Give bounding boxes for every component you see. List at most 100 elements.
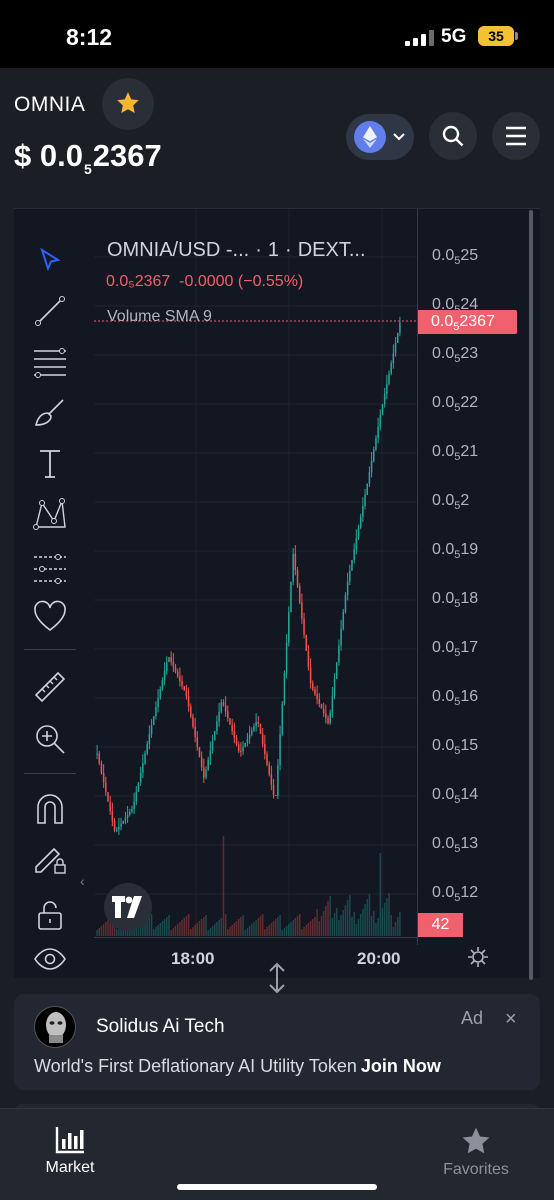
price-tick-label: 0.0517 — [432, 639, 479, 660]
volume-bar — [242, 915, 244, 936]
volume-bar — [213, 924, 216, 936]
robot-face-icon — [46, 1012, 66, 1043]
candle-body — [364, 494, 366, 506]
zoom-in-icon[interactable] — [32, 721, 68, 757]
volume-bar — [327, 901, 329, 936]
volume-bar — [303, 927, 305, 936]
search-button[interactable] — [429, 112, 477, 160]
volume-bar — [335, 908, 338, 936]
volume-bar — [196, 923, 199, 936]
price-tick-label: 0.0515 — [432, 737, 479, 758]
volume-bar — [146, 918, 148, 936]
volume-bar — [359, 914, 362, 936]
volume-bar — [207, 930, 209, 936]
volume-bar — [227, 929, 229, 936]
candle-body — [331, 695, 334, 713]
volume-bar — [320, 916, 323, 936]
candle-body — [368, 472, 371, 484]
candle-body — [396, 332, 399, 343]
prediction-icon[interactable] — [32, 549, 68, 585]
favorite-button[interactable] — [102, 78, 154, 130]
volume-bar — [357, 919, 360, 936]
volume-indicator-label[interactable]: Volume SMA 9 — [107, 308, 212, 325]
volume-bar — [102, 924, 105, 936]
pattern-icon[interactable] — [32, 497, 68, 533]
token-name: OMNIA — [14, 93, 86, 116]
candle-body — [292, 553, 294, 582]
volume-bar — [120, 925, 122, 936]
candle-body — [146, 743, 148, 754]
chain-selector[interactable] — [346, 114, 414, 160]
candle-body — [176, 671, 179, 677]
resize-handle-icon[interactable] — [264, 962, 290, 994]
candle-body — [307, 650, 310, 668]
menu-button[interactable] — [492, 112, 540, 160]
volume-bar — [325, 906, 327, 936]
candle-body — [248, 734, 251, 739]
volume-bar — [118, 927, 120, 936]
volume-bar — [220, 918, 223, 936]
candle-body — [329, 712, 331, 723]
candle-body — [161, 680, 164, 690]
ad-cta-link[interactable]: Join Now — [360, 1056, 441, 1076]
candle-body — [303, 618, 305, 635]
volume-bar — [268, 925, 270, 936]
volume-bar — [277, 917, 279, 936]
magnet-icon[interactable] — [32, 791, 68, 827]
tradingview-logo[interactable] — [104, 883, 152, 931]
volume-bar — [237, 919, 240, 936]
volume-bar — [312, 919, 314, 936]
volume-bar — [355, 924, 358, 936]
scrollbar[interactable] — [529, 210, 533, 980]
candle-body — [233, 731, 236, 738]
candle-body — [120, 823, 122, 827]
lock-icon[interactable] — [32, 897, 68, 933]
lock-drawing-icon[interactable] — [32, 841, 68, 877]
candle-body — [115, 829, 118, 831]
volume-bar — [296, 916, 299, 936]
heart-icon[interactable] — [32, 599, 68, 635]
volume-bar — [251, 924, 253, 936]
close-ad-button[interactable]: × — [505, 1008, 517, 1030]
candlestick-plot[interactable] — [94, 209, 417, 937]
candle-body — [362, 505, 364, 517]
candle-body — [379, 415, 382, 427]
volume-bar — [96, 930, 98, 936]
nav-favorites[interactable]: Favorites — [432, 1125, 520, 1179]
volume-bar — [390, 915, 392, 936]
volume-bar — [331, 918, 334, 936]
trend-line-icon[interactable] — [32, 293, 68, 329]
volume-bar — [298, 914, 301, 936]
candle-body — [129, 811, 131, 815]
brush-icon[interactable] — [32, 393, 68, 429]
candle-body — [174, 666, 177, 672]
gear-icon[interactable] — [466, 945, 490, 969]
ohlc-legend: 0.0₅2367 -0.0000 (−0.55%) — [106, 273, 304, 290]
price-chart[interactable]: ‹ OMNIA/USD -... · 1 · DEXT... 0.0₅2367 -0.0… — [14, 208, 540, 978]
text-icon[interactable] — [32, 445, 68, 481]
price-axis[interactable] — [417, 209, 540, 945]
candle-body — [268, 764, 270, 775]
ad-banner[interactable]: Solidus Ai Tech Ad × World's First Defla… — [14, 994, 540, 1090]
volume-bar — [155, 927, 157, 936]
candle-body — [349, 570, 351, 582]
cursor-icon[interactable] — [32, 243, 68, 279]
volume-bar — [272, 921, 275, 936]
volume-bar — [294, 918, 297, 936]
fib-retracement-icon[interactable] — [32, 343, 68, 379]
time-axis[interactable] — [94, 937, 417, 979]
candle-body — [266, 754, 268, 765]
eye-icon[interactable] — [32, 941, 68, 977]
ad-title: Solidus Ai Tech — [96, 1016, 225, 1037]
candle-body — [318, 699, 321, 704]
ruler-icon[interactable] — [32, 669, 68, 705]
volume-bar — [200, 919, 203, 936]
candle-body — [327, 718, 329, 723]
star-icon — [462, 1127, 490, 1154]
volume-tag: 42 — [418, 913, 463, 937]
volume-bar — [222, 836, 225, 936]
volume-bar — [157, 925, 159, 936]
collapse-toolbar-icon[interactable]: ‹ — [80, 873, 85, 889]
nav-market[interactable]: Market — [34, 1125, 106, 1177]
volume-bar — [281, 930, 284, 936]
